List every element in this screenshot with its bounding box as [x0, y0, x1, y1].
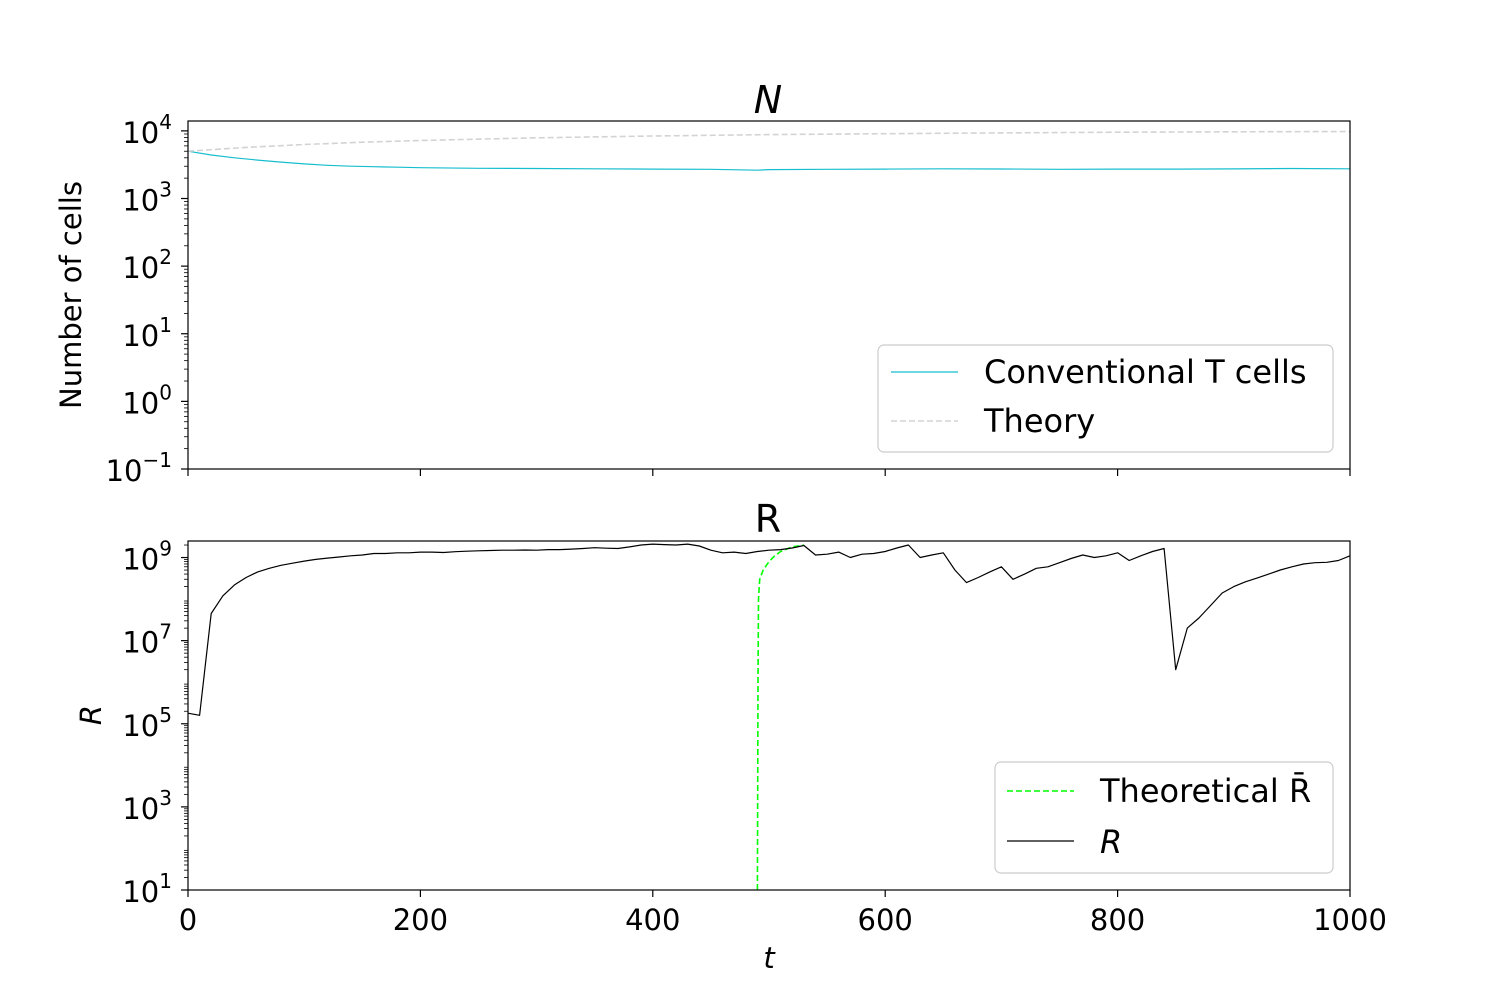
y-tick-label: 10−1: [106, 448, 172, 488]
y-axis-ticks: 101 103 105 107 109: [122, 537, 188, 909]
x-axis-label: t: [763, 941, 776, 975]
x-axis-ticks: 0 200 400 600 800 1000: [179, 890, 1387, 937]
legend-label-r: R: [1100, 823, 1122, 861]
x-tick-label: 600: [858, 903, 913, 937]
y-tick-label: 105: [122, 703, 172, 743]
series-line-0: [756, 544, 805, 891]
x-tick-label: 800: [1090, 903, 1145, 937]
y-tick-label: 104: [122, 110, 172, 150]
y-tick-label: 102: [122, 245, 172, 285]
legend-label-conventional: Conventional T cells: [984, 353, 1307, 391]
plot-frame: [187, 540, 1351, 891]
legend: Theoretical R̄ R: [994, 761, 1334, 874]
series-line-0: [187, 150, 1351, 171]
series-line-1: [187, 130, 1351, 152]
legend: Conventional T cells Theory: [877, 344, 1334, 453]
y-axis-label: R: [74, 705, 108, 725]
x-tick-label: 0: [179, 903, 197, 937]
plot-frame: [187, 120, 1351, 470]
x-tick-label: 200: [393, 903, 448, 937]
series-line-1: [187, 543, 1351, 716]
y-tick-label: 103: [122, 786, 172, 826]
legend-label-theoretical: Theoretical R̄: [1099, 771, 1311, 810]
y-tick-label: 103: [122, 178, 172, 218]
y-tick-label: 107: [122, 620, 172, 660]
chart-title: R: [755, 497, 781, 541]
legend-box: [994, 761, 1334, 874]
series-group: [187, 543, 1351, 891]
y-tick-label: 109: [122, 537, 172, 577]
legend-label-theory: Theory: [983, 402, 1095, 440]
y-axis-label: Number of cells: [54, 181, 88, 409]
y-tick-label: 101: [122, 869, 172, 909]
y-tick-label: 100: [122, 380, 172, 420]
x-tick-label: 400: [625, 903, 680, 937]
chart-n-panel: N Number of cells 10−1 100 101 102 103 104 Co…: [54, 78, 1351, 488]
series-group: [187, 130, 1351, 171]
y-tick-label: 101: [122, 313, 172, 353]
legend-box: [877, 344, 1334, 453]
y-axis-ticks: 10−1 100 101 102 103 104: [106, 110, 1351, 488]
x-tick-label: 1000: [1313, 903, 1387, 937]
chart-title: N: [754, 78, 782, 122]
